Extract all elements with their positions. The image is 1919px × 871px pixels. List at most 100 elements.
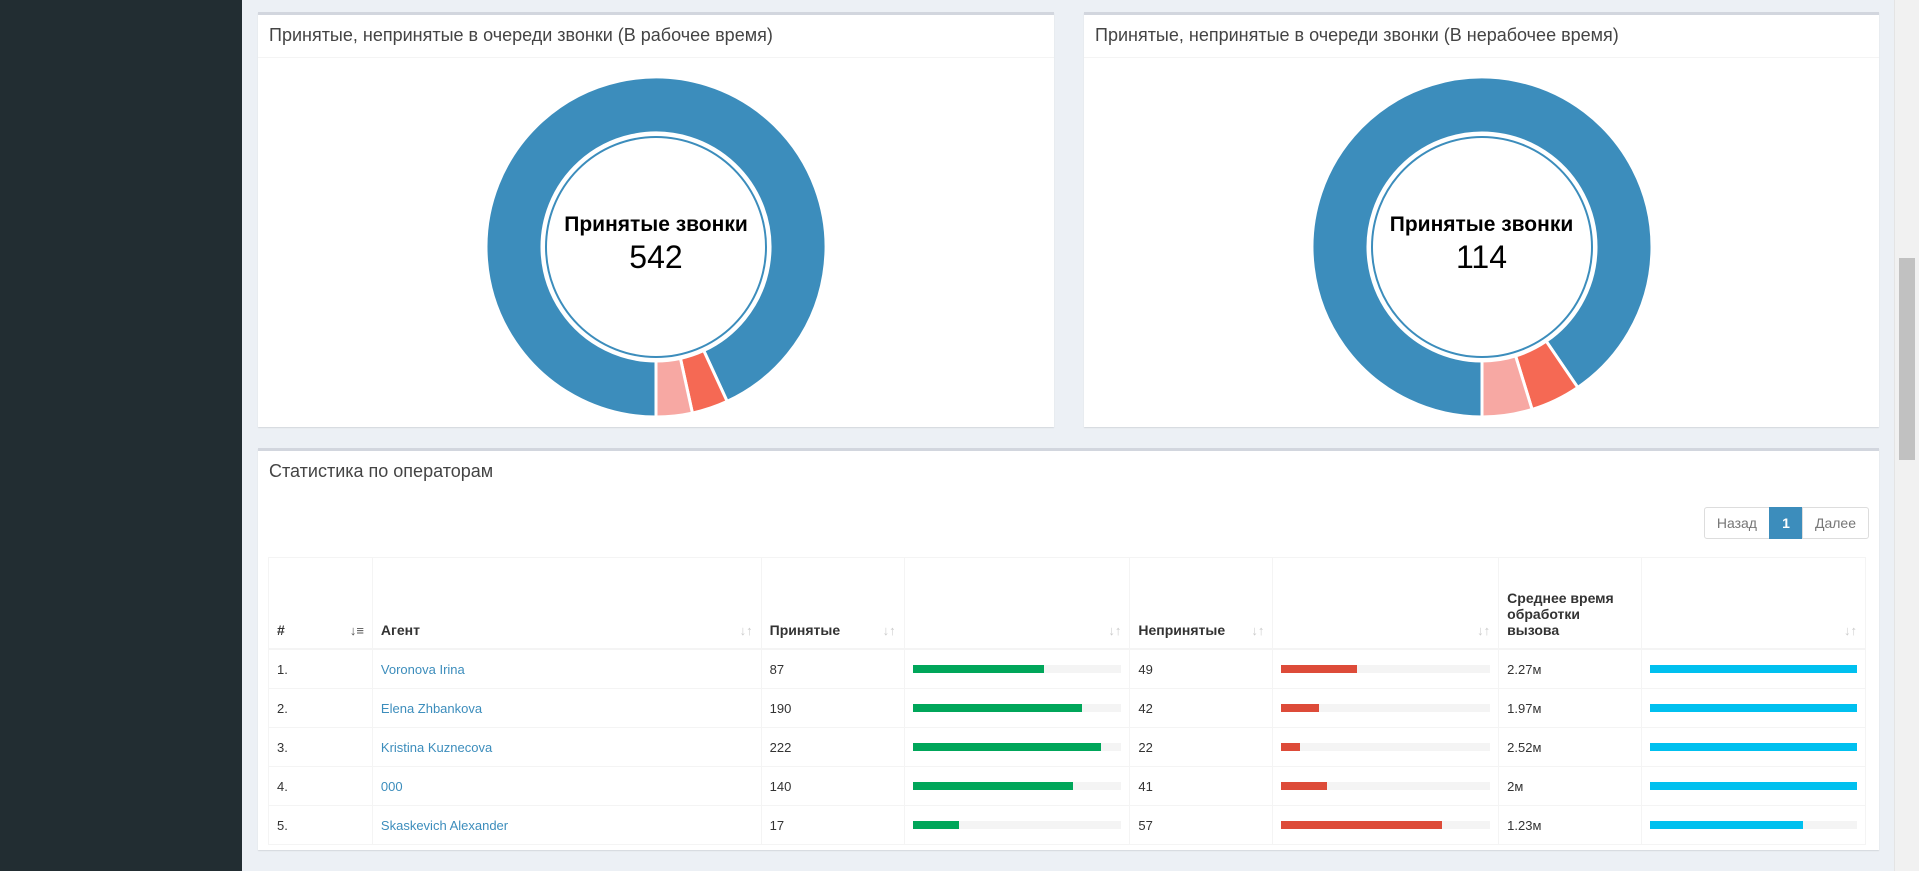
unaccepted-progress-fill (1281, 665, 1357, 673)
col-header-agent[interactable]: Агент ↓↑ (371, 557, 762, 650)
scrollbar-thumb[interactable] (1899, 258, 1915, 460)
box-header: Принятые, непринятые в очереди звонки (В… (1084, 15, 1879, 58)
avg-time-progress (1650, 743, 1857, 751)
table-row: 2. Elena Zhbankova 190 42 1.97м (268, 688, 1866, 728)
operators-box: Статистика по операторам Назад 1 Далее #… (258, 448, 1879, 850)
avg-time-progress (1650, 704, 1857, 712)
unaccepted-progress (1281, 743, 1491, 751)
chart-title: Принятые, непринятые в очереди звонки (В… (1095, 25, 1619, 45)
col-header-label: # (277, 622, 285, 638)
center-label: Принятые звонки (1389, 213, 1574, 236)
agent-link[interactable]: Voronova Irina (380, 661, 465, 677)
accepted-progress (912, 665, 1122, 673)
agent-link[interactable]: Skaskevich Alexander (380, 817, 509, 833)
accepted-progress-fill (912, 782, 1074, 790)
sort-icon[interactable]: ↓↑ (1477, 623, 1491, 638)
accepted-count: 87 (760, 648, 905, 689)
donut-inner-ring (545, 136, 767, 358)
col-header-accepted-bar[interactable]: ↓↑ (903, 557, 1131, 650)
center-label: Принятые звонки (564, 213, 748, 236)
main-content: Принятые, непринятые в очереди звонки (В… (242, 0, 1895, 871)
unaccepted-count: 49 (1129, 648, 1274, 689)
col-header-unaccepted[interactable]: Непринятые ↓↑ (1129, 557, 1274, 650)
table-row: 3. Kristina Kuznecova 222 22 2.52м (268, 727, 1866, 767)
col-header-avg-time-bar[interactable]: ↓↑ (1641, 557, 1866, 650)
sidebar (0, 0, 242, 871)
table-header-row: # ↓≡ Агент ↓↑ Принятые ↓↑ ↓↑ Непринятые ↓↑ ↓… (268, 557, 1866, 650)
box-header: Статистика по операторам (258, 451, 1879, 494)
chart-title: Принятые, непринятые в очереди звонки (В… (269, 25, 773, 45)
table-row: 4. 000 140 41 2м (268, 766, 1866, 806)
col-header-avg-time[interactable]: Среднее время обработки вызова (1498, 557, 1643, 650)
avg-time: 2.27м (1498, 648, 1643, 689)
unaccepted-progress-fill (1281, 704, 1319, 712)
row-num: 4. (268, 766, 373, 806)
sort-icon[interactable]: ↓↑ (1108, 623, 1122, 638)
unaccepted-progress (1281, 782, 1491, 790)
accepted-count: 190 (760, 688, 905, 728)
chart-box-working-hours: Принятые, непринятые в очереди звонки (В… (258, 12, 1054, 427)
table-row: 5. Skaskevich Alexander 17 57 1.23м (268, 805, 1866, 845)
col-header-num[interactable]: # ↓≡ (268, 557, 373, 650)
accepted-progress-fill (912, 665, 1045, 673)
box-header: Принятые, непринятые в очереди звонки (В… (258, 15, 1054, 58)
sort-icon[interactable]: ↓↑ (1844, 623, 1857, 638)
avg-time: 2м (1498, 766, 1643, 806)
current-page-button[interactable]: 1 (1768, 507, 1803, 539)
accepted-progress (912, 704, 1122, 712)
unaccepted-progress (1281, 665, 1491, 673)
sort-icon[interactable]: ↓↑ (739, 623, 753, 638)
agent-link[interactable]: 000 (380, 778, 403, 794)
slice-accepted[interactable] (1311, 77, 1652, 417)
avg-time-progress-fill (1650, 665, 1857, 673)
prev-page-button[interactable]: Назад (1703, 507, 1770, 539)
chart-box-after-hours: Принятые, непринятые в очереди звонки (В… (1084, 12, 1879, 427)
table-row: 1. Voronova Irina 87 49 2.27м (268, 648, 1866, 689)
sort-icon[interactable]: ↓↑ (1251, 623, 1265, 638)
operators-title: Статистика по операторам (269, 461, 494, 481)
unaccepted-progress-fill (1281, 782, 1328, 790)
unaccepted-count: 22 (1129, 727, 1274, 767)
slice-other[interactable] (654, 356, 695, 417)
accepted-progress (912, 821, 1122, 829)
agent-link[interactable]: Kristina Kuznecova (380, 739, 493, 755)
row-num: 2. (268, 688, 373, 728)
slice-other[interactable] (1480, 354, 1534, 417)
col-header-unaccepted-bar[interactable]: ↓↑ (1272, 557, 1500, 650)
donut-svg (1311, 77, 1652, 417)
accepted-progress-fill (912, 821, 959, 829)
accepted-progress (912, 782, 1122, 790)
donut-inner-ring (1370, 136, 1593, 358)
operators-table: # ↓≡ Агент ↓↑ Принятые ↓↑ ↓↑ Непринятые ↓↑ ↓… (268, 557, 1866, 845)
page-scrollbar[interactable] (1894, 0, 1919, 871)
accepted-progress-fill (912, 743, 1101, 751)
pagination: Назад 1 Далее (1703, 507, 1869, 539)
avg-time-progress-fill (1650, 821, 1804, 829)
avg-time-progress-fill (1650, 704, 1857, 712)
accepted-progress-fill (912, 704, 1082, 712)
avg-time-progress (1650, 821, 1857, 829)
unaccepted-count: 57 (1129, 805, 1274, 845)
next-page-button[interactable]: Далее (1801, 507, 1869, 539)
unaccepted-count: 42 (1129, 688, 1274, 728)
col-header-accepted[interactable]: Принятые ↓↑ (760, 557, 905, 650)
agent-link[interactable]: Elena Zhbankova (380, 700, 483, 716)
unaccepted-progress (1281, 821, 1491, 829)
row-num: 3. (268, 727, 373, 767)
avg-time-progress (1650, 782, 1857, 790)
donut-chart: Принятые звонки 114 (1084, 77, 1879, 417)
col-header-label: Принятые (769, 622, 841, 638)
unaccepted-progress-fill (1281, 821, 1443, 829)
accepted-count: 17 (760, 805, 905, 845)
avg-time-progress (1650, 665, 1857, 673)
col-header-label: Среднее время обработки вызова (1507, 590, 1614, 638)
unaccepted-count: 41 (1129, 766, 1274, 806)
sort-icon[interactable]: ↓↑ (882, 623, 896, 638)
donut-chart: Принятые звонки 542 (258, 77, 1054, 417)
slice-accepted[interactable] (486, 77, 826, 417)
unaccepted-progress (1281, 704, 1491, 712)
sort-asc-icon[interactable]: ↓≡ (349, 623, 364, 638)
accepted-progress (912, 743, 1122, 751)
unaccepted-progress-fill (1281, 743, 1301, 751)
center-value: 114 (1455, 239, 1507, 275)
